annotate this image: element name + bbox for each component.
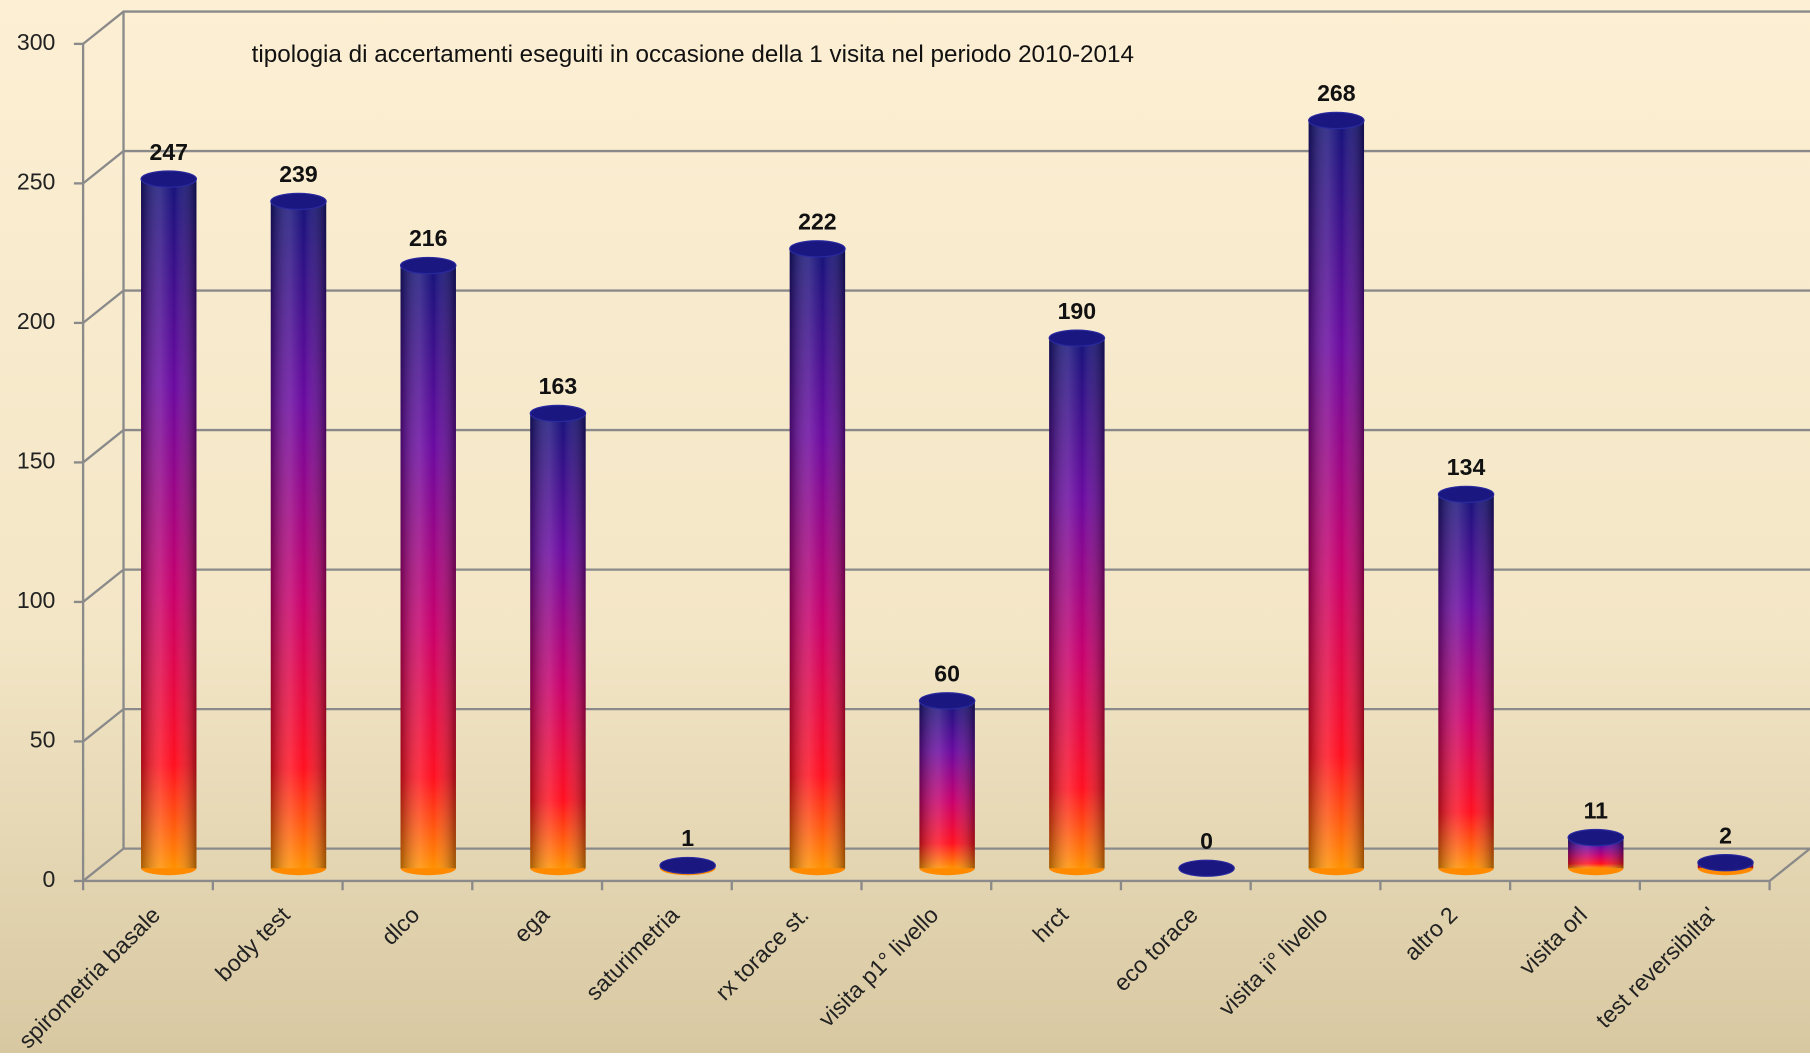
grid-line xyxy=(82,149,1810,185)
data-label: 190 xyxy=(1058,298,1097,324)
bar-shade xyxy=(141,179,197,869)
y-tick-label: 0 xyxy=(43,866,56,892)
data-label: 134 xyxy=(1447,454,1486,480)
bar-shade xyxy=(400,265,456,869)
data-label: 247 xyxy=(149,139,188,165)
grid-line xyxy=(82,568,1810,603)
bar-shade xyxy=(919,700,975,869)
bar-top xyxy=(918,692,976,710)
data-label: 163 xyxy=(539,373,578,399)
y-tick-label: 50 xyxy=(30,727,56,753)
bar-shade xyxy=(1438,494,1494,869)
grid-line xyxy=(82,428,1810,464)
bar-top xyxy=(270,192,327,211)
bar-top xyxy=(529,404,587,423)
bar-top xyxy=(1308,111,1365,130)
data-label: 60 xyxy=(934,661,960,687)
bar-top xyxy=(399,256,457,275)
data-label: 0 xyxy=(1200,828,1213,854)
bar-top xyxy=(1178,859,1235,877)
y-tick-label: 300 xyxy=(17,29,56,55)
y-tick-label: 100 xyxy=(17,587,56,613)
bar-top xyxy=(659,856,716,875)
grid-line xyxy=(82,10,1810,45)
y-tick-label: 200 xyxy=(17,308,56,334)
data-label: 239 xyxy=(279,161,318,187)
bar-top xyxy=(1048,329,1106,347)
bar-shade xyxy=(789,248,846,869)
bar-top xyxy=(1567,828,1625,847)
grid-line xyxy=(82,847,1810,882)
bar-top xyxy=(1697,854,1754,872)
data-label: 222 xyxy=(798,209,837,235)
bar-shade xyxy=(270,201,327,869)
bar-top xyxy=(140,170,198,188)
bar-shade xyxy=(1049,338,1105,869)
data-label: 268 xyxy=(1317,80,1356,106)
bar-shade xyxy=(1308,120,1365,869)
data-label: 2 xyxy=(1719,822,1732,848)
grid-line xyxy=(82,707,1810,743)
data-label: 1 xyxy=(681,825,694,851)
data-label: 216 xyxy=(409,225,448,251)
chart-title: tipologia di accertamenti eseguiti in oc… xyxy=(252,41,1134,68)
y-tick-label: 150 xyxy=(17,448,56,474)
data-label: 11 xyxy=(1584,797,1609,823)
bar-shade xyxy=(530,413,586,869)
bar-top xyxy=(1437,485,1495,504)
grid-line xyxy=(82,289,1810,324)
bar-top xyxy=(789,240,846,258)
y-tick-label: 250 xyxy=(17,168,56,194)
